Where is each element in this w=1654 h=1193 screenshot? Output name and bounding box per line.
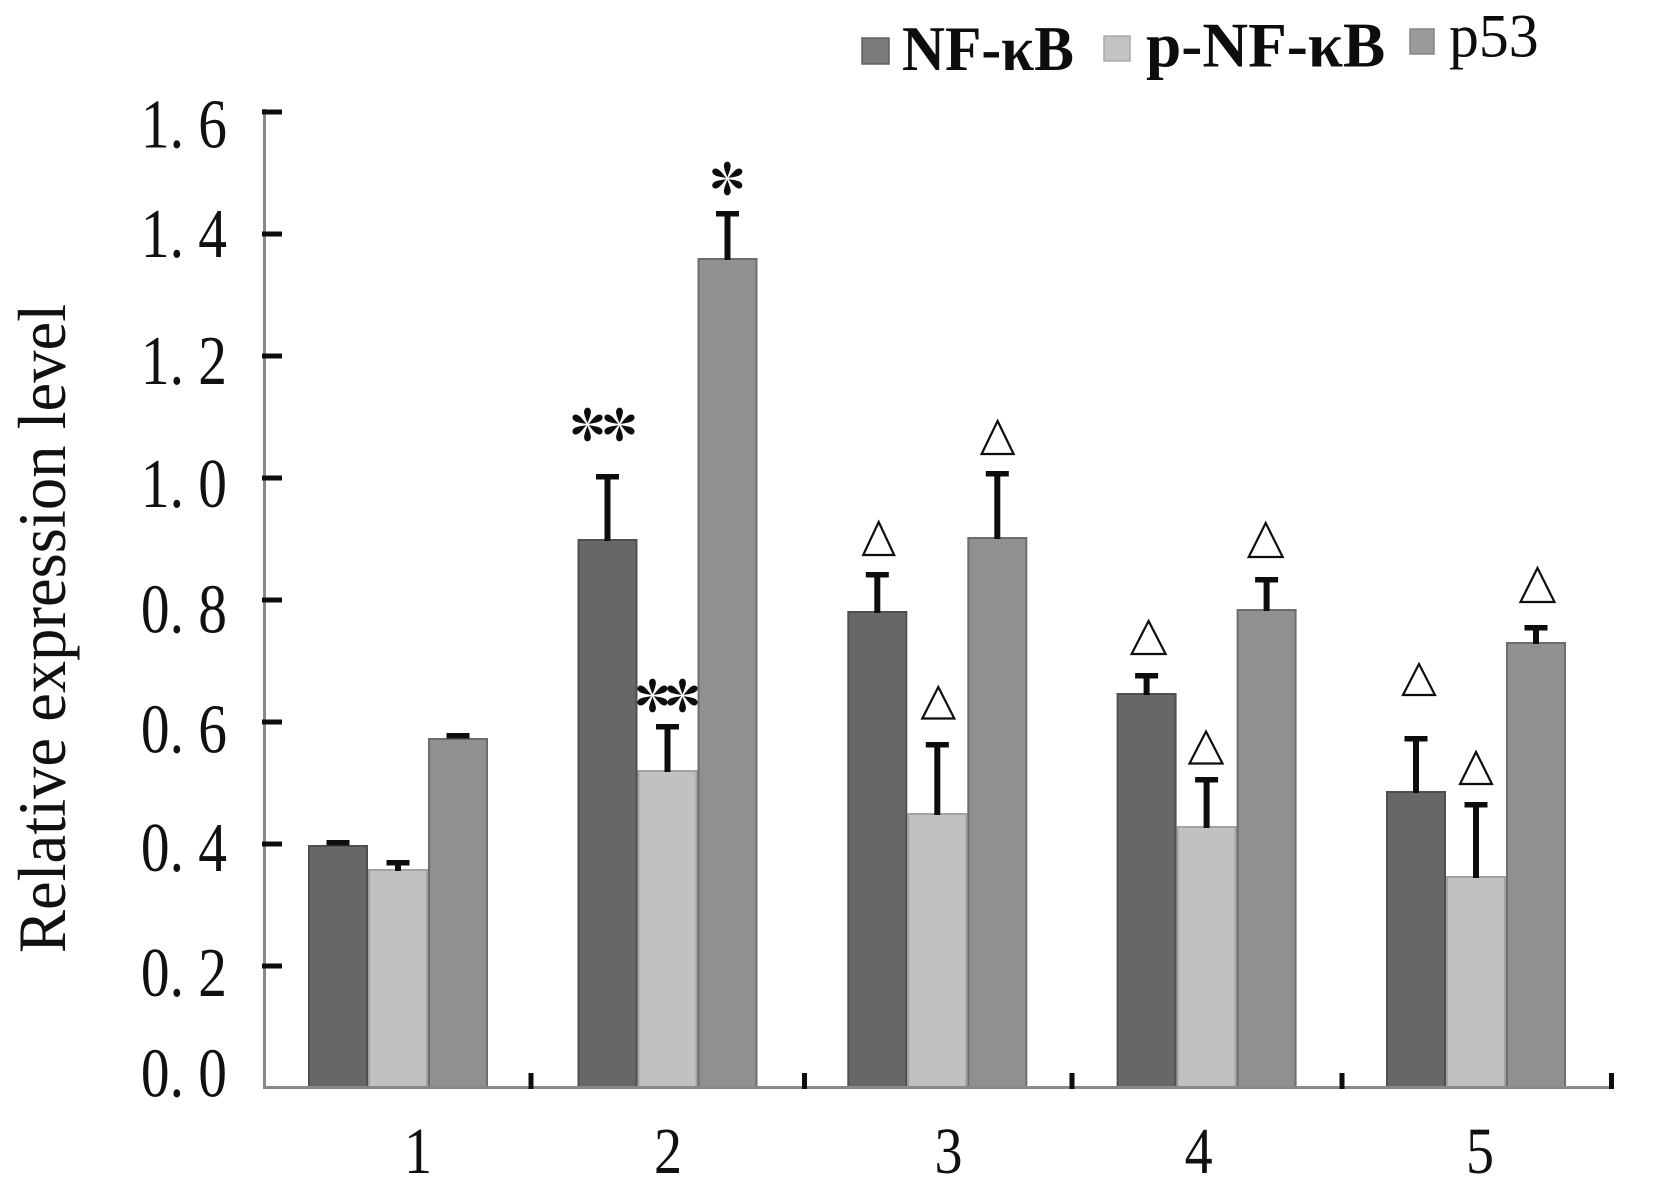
- svg-text:p53: p53: [1449, 3, 1539, 71]
- svg-text:0. 2: 0. 2: [141, 934, 227, 1012]
- svg-text:1: 1: [404, 1115, 432, 1188]
- svg-text:1. 0: 1. 0: [141, 445, 227, 523]
- svg-text:0. 8: 0. 8: [141, 570, 227, 648]
- svg-text:1. 6: 1. 6: [141, 85, 227, 163]
- svg-text:2: 2: [654, 1115, 682, 1188]
- svg-text:Relative expression level: Relative expression level: [6, 304, 81, 953]
- svg-text:5: 5: [1466, 1115, 1494, 1188]
- svg-text:p-NF-κB: p-NF-κB: [1146, 9, 1385, 80]
- svg-text:NF-κB: NF-κB: [902, 14, 1074, 84]
- svg-text:4: 4: [1185, 1115, 1213, 1188]
- svg-text:0. 6: 0. 6: [141, 690, 227, 768]
- svg-text:1. 4: 1. 4: [141, 195, 227, 273]
- svg-text:0. 4: 0. 4: [141, 809, 227, 887]
- svg-text:1. 2: 1. 2: [141, 322, 227, 400]
- svg-text:0. 0: 0. 0: [141, 1034, 227, 1112]
- svg-text:3: 3: [934, 1115, 962, 1188]
